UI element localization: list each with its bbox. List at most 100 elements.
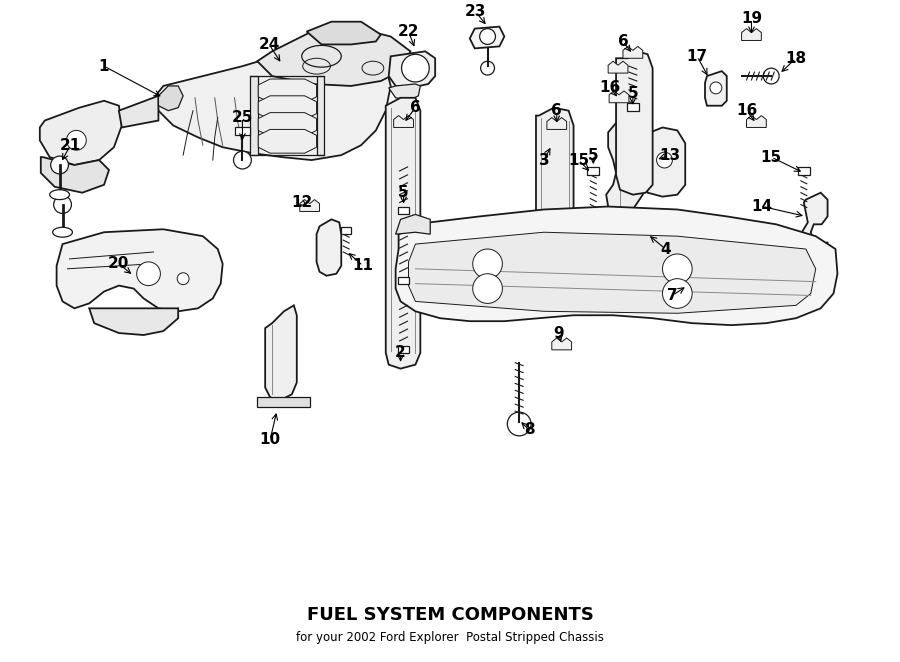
Circle shape [401, 54, 429, 82]
Text: 16: 16 [599, 80, 621, 95]
Text: 15: 15 [568, 152, 590, 167]
Polygon shape [258, 96, 317, 120]
Text: 6: 6 [617, 34, 628, 49]
Polygon shape [608, 61, 628, 73]
Text: 4: 4 [661, 242, 670, 257]
Polygon shape [307, 22, 381, 44]
Polygon shape [258, 79, 317, 103]
Text: 13: 13 [659, 148, 680, 163]
Circle shape [54, 196, 71, 213]
Polygon shape [40, 157, 109, 193]
Text: 16: 16 [736, 103, 757, 118]
Text: 18: 18 [786, 51, 806, 66]
Polygon shape [386, 98, 420, 369]
Bar [398, 346, 410, 353]
Polygon shape [258, 130, 317, 153]
Polygon shape [156, 46, 391, 160]
Circle shape [662, 279, 692, 308]
Text: 11: 11 [353, 258, 374, 273]
Circle shape [508, 412, 531, 436]
Polygon shape [389, 52, 436, 88]
Text: 24: 24 [258, 37, 280, 52]
Circle shape [481, 61, 494, 75]
Polygon shape [257, 26, 410, 86]
Text: 25: 25 [231, 110, 253, 125]
Bar [588, 167, 599, 175]
Polygon shape [89, 308, 178, 335]
Text: 8: 8 [524, 422, 535, 438]
Text: 15: 15 [760, 150, 782, 165]
Polygon shape [623, 46, 643, 58]
Polygon shape [266, 305, 297, 401]
Circle shape [763, 68, 779, 84]
Text: 19: 19 [741, 11, 762, 26]
Polygon shape [393, 116, 413, 128]
Polygon shape [300, 200, 319, 211]
Text: 12: 12 [291, 195, 312, 210]
Text: for your 2002 Ford Explorer  Postal Stripped Chassis: for your 2002 Ford Explorer Postal Strip… [296, 631, 604, 644]
Text: 6: 6 [552, 103, 562, 118]
Polygon shape [643, 128, 685, 197]
Polygon shape [746, 116, 766, 128]
Polygon shape [258, 113, 317, 136]
Polygon shape [119, 96, 158, 128]
Polygon shape [57, 229, 222, 311]
Polygon shape [396, 214, 430, 234]
Polygon shape [40, 101, 122, 165]
Polygon shape [257, 397, 310, 407]
Polygon shape [705, 71, 727, 106]
Polygon shape [536, 108, 573, 259]
Polygon shape [158, 86, 183, 111]
Text: 1: 1 [99, 59, 109, 73]
Circle shape [472, 274, 502, 303]
Text: 7: 7 [667, 288, 678, 303]
Bar [235, 128, 250, 135]
Circle shape [472, 249, 502, 279]
Circle shape [177, 273, 189, 285]
Circle shape [480, 28, 496, 44]
Polygon shape [409, 232, 815, 313]
Text: FUEL SYSTEM COMPONENTS: FUEL SYSTEM COMPONENTS [307, 606, 593, 624]
Text: 3: 3 [538, 152, 549, 167]
Polygon shape [470, 26, 504, 48]
Bar [798, 167, 810, 175]
Bar [627, 103, 639, 111]
Polygon shape [802, 193, 828, 256]
Circle shape [662, 254, 692, 283]
Circle shape [67, 130, 86, 150]
Text: 14: 14 [752, 199, 773, 214]
Polygon shape [552, 338, 572, 350]
Polygon shape [609, 91, 629, 103]
Polygon shape [607, 111, 648, 214]
Circle shape [50, 156, 68, 174]
Bar [341, 227, 351, 234]
Text: 23: 23 [465, 5, 486, 19]
Bar [398, 207, 410, 214]
Polygon shape [389, 84, 420, 100]
Polygon shape [547, 118, 567, 130]
Circle shape [657, 152, 672, 168]
Circle shape [233, 151, 251, 169]
Polygon shape [396, 207, 838, 325]
Ellipse shape [53, 227, 72, 237]
Text: 5: 5 [627, 86, 638, 101]
Polygon shape [317, 76, 325, 155]
Text: 5: 5 [398, 185, 409, 200]
Text: 5: 5 [588, 148, 598, 163]
Bar [398, 277, 410, 283]
Polygon shape [616, 52, 652, 195]
Polygon shape [317, 219, 341, 275]
Text: 22: 22 [398, 24, 419, 39]
Polygon shape [742, 28, 761, 40]
Text: 10: 10 [259, 432, 281, 448]
Circle shape [710, 82, 722, 94]
Ellipse shape [50, 190, 69, 200]
Text: 2: 2 [395, 346, 406, 360]
Text: 21: 21 [59, 138, 81, 153]
Text: 17: 17 [687, 49, 707, 64]
Text: 6: 6 [410, 100, 421, 115]
Polygon shape [250, 76, 258, 155]
Text: 9: 9 [554, 326, 564, 340]
Text: 20: 20 [108, 256, 130, 271]
Circle shape [137, 262, 160, 285]
